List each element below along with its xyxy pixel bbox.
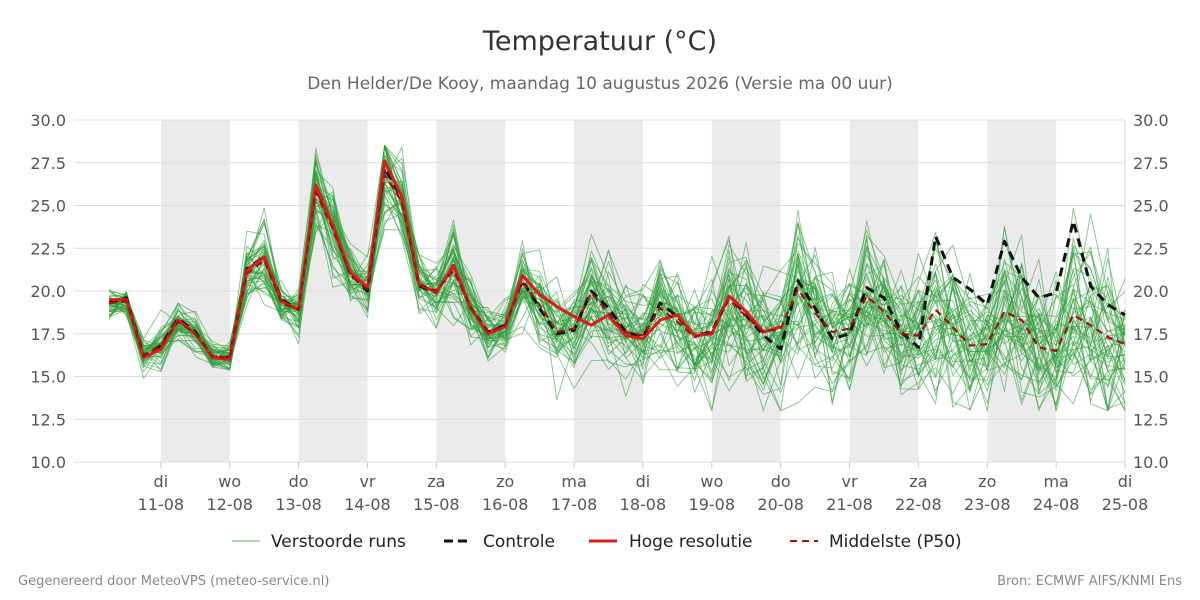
footer-source: Bron: ECMWF AIFS/KNMI Ens [997, 574, 1182, 589]
x-tick-label-day: vr [842, 472, 858, 491]
x-tick-label-day: zo [496, 472, 514, 491]
x-tick-label-date: 21-08 [826, 495, 873, 514]
y-tick-label-left: 30.0 [30, 111, 66, 130]
ensemble-member-line [109, 176, 1126, 409]
legend-item-controle: Controle [444, 532, 555, 552]
x-tick-label-day: za [909, 472, 927, 491]
x-tick-label-date: 12-08 [206, 495, 253, 514]
y-tick-label-right: 17.5 [1133, 325, 1169, 344]
ensemble-member-line [108, 145, 1126, 390]
chart-title: Temperatuur (°C) [482, 26, 717, 57]
y-tick-label-right: 10.0 [1133, 453, 1169, 472]
y-tick-label-right: 22.5 [1133, 239, 1169, 258]
x-tick-label-day: wo [700, 472, 723, 491]
y-tick-label-right: 30.0 [1133, 111, 1169, 130]
legend-label-hoge-resolutie: Hoge resolutie [629, 532, 753, 552]
x-tick-label-day: ma [561, 472, 586, 491]
x-axis: di 11-08 wo 12-08 do 13-08 vr 14-08 za 15-08 zo 16-… [138, 462, 1149, 514]
x-tick-label-day: do [771, 472, 791, 491]
chart-subtitle: Den Helder/De Kooy, maandag 10 augustus … [307, 74, 893, 94]
y-tick-label-right: 25.0 [1133, 197, 1169, 216]
p50-line [109, 173, 1126, 359]
y-tick-label-left: 10.0 [30, 453, 66, 472]
y-tick-label-left: 20.0 [30, 282, 66, 301]
y-tick-label-right: 15.0 [1133, 368, 1169, 387]
y-tick-label-left: 25.0 [30, 197, 66, 216]
x-tick-label-date: 15-08 [413, 495, 460, 514]
legend: Verstoorde runs Controle Hoge resolutie … [232, 532, 962, 552]
x-tick-label-date: 19-08 [689, 495, 736, 514]
main-series [108, 159, 1126, 361]
y-tick-label-left: 27.5 [30, 154, 66, 173]
ensemble-member-line [109, 145, 1126, 383]
x-tick-label-date: 22-08 [895, 495, 942, 514]
y-tick-label-left: 12.5 [30, 410, 66, 429]
y-tick-label-left: 22.5 [30, 239, 66, 258]
x-tick-label-date: 25-08 [1102, 495, 1149, 514]
legend-item-p50: Middelste (P50) [790, 532, 962, 552]
x-tick-label-day: wo [218, 472, 241, 491]
x-tick-label-day: za [427, 472, 445, 491]
x-tick-label-day: vr [359, 472, 375, 491]
x-tick-label-day: do [289, 472, 309, 491]
ensemble-member-line [109, 145, 1126, 364]
x-tick-label-day: di [636, 472, 651, 491]
ensemble-member-line [108, 167, 1126, 405]
footer-generator: Gegenereerd door MeteoVPS (meteo-service… [18, 574, 329, 589]
x-tick-label-day: ma [1043, 472, 1068, 491]
x-tick-label-date: 13-08 [275, 495, 322, 514]
y-tick-label-right: 27.5 [1133, 154, 1169, 173]
legend-label-controle: Controle [483, 532, 555, 552]
y-tick-label-left: 17.5 [30, 325, 66, 344]
y-axis-right: 10.0 12.5 15.0 17.5 20.0 22.5 25.0 27.5 30.0 [1133, 111, 1169, 472]
y-tick-label-right: 20.0 [1133, 282, 1169, 301]
legend-item-hoge-resolutie: Hoge resolutie [589, 532, 753, 552]
x-tick-label-date: 11-08 [138, 495, 185, 514]
x-tick-label-date: 16-08 [482, 495, 529, 514]
x-tick-label-day: di [154, 472, 169, 491]
x-tick-label-date: 20-08 [757, 495, 804, 514]
x-tick-label-date: 23-08 [964, 495, 1011, 514]
legend-label-p50: Middelste (P50) [829, 532, 962, 552]
legend-item-ensemble: Verstoorde runs [232, 532, 406, 552]
legend-label-ensemble: Verstoorde runs [271, 532, 406, 552]
y-tick-label-left: 15.0 [30, 368, 66, 387]
hoge-resolutie-line [109, 159, 782, 361]
y-tick-label-right: 12.5 [1133, 410, 1169, 429]
x-tick-label-date: 14-08 [344, 495, 391, 514]
x-tick-label-day: zo [978, 472, 996, 491]
y-axis-left: 10.0 12.5 15.0 17.5 20.0 22.5 25.0 27.5 30.0 [30, 111, 66, 472]
x-tick-label-date: 18-08 [620, 495, 667, 514]
x-tick-label-day: di [1118, 472, 1133, 491]
x-tick-label-date: 24-08 [1033, 495, 1080, 514]
x-tick-label-date: 17-08 [551, 495, 598, 514]
ensemble-member-line [109, 162, 1126, 412]
